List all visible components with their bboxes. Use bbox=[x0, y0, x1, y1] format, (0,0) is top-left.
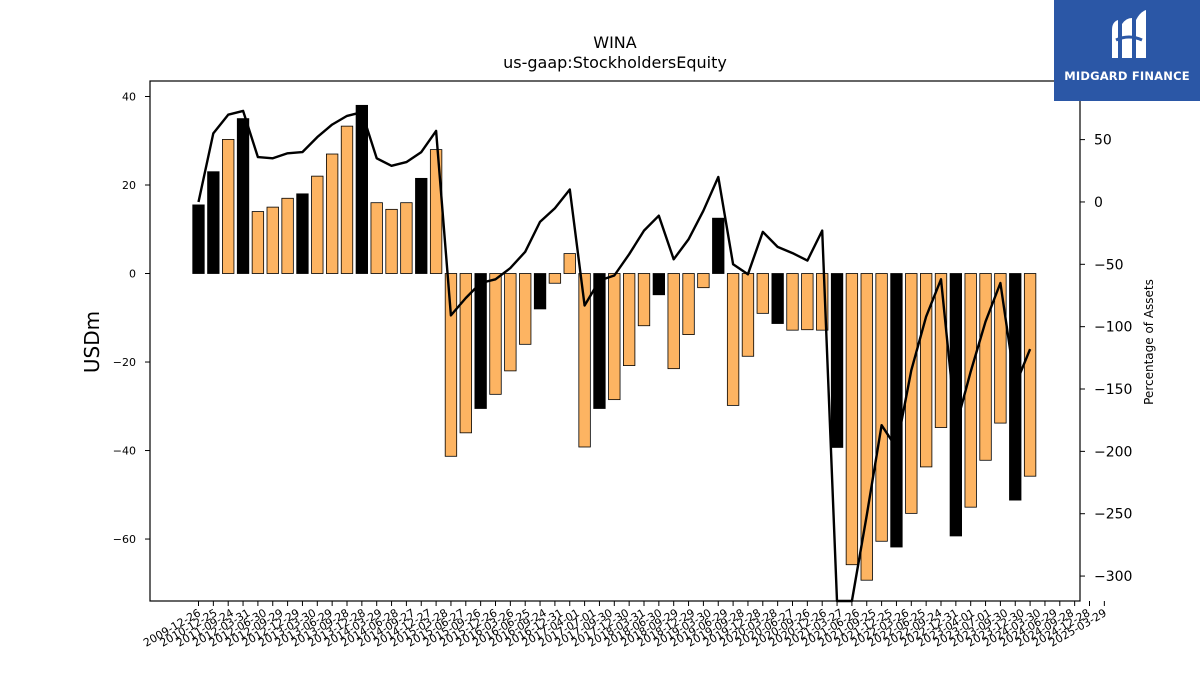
y-tick-label: 40 bbox=[122, 90, 136, 103]
bar bbox=[207, 171, 220, 274]
bar bbox=[682, 273, 695, 335]
bar bbox=[667, 273, 680, 370]
y-tick-label: −40 bbox=[113, 445, 136, 458]
bar bbox=[623, 273, 636, 366]
bar bbox=[355, 104, 369, 274]
bar bbox=[400, 202, 413, 274]
line-group bbox=[197, 109, 1032, 603]
bar bbox=[890, 273, 903, 548]
y-tick-label: 20 bbox=[122, 179, 136, 192]
bar bbox=[1023, 273, 1037, 477]
right-axis: −300 −250 −200 −150 −100 −50 0 50 bbox=[1080, 133, 1132, 585]
bar bbox=[756, 273, 769, 314]
bar bbox=[533, 273, 547, 310]
plot-frame bbox=[149, 80, 1081, 602]
line-series bbox=[197, 109, 1032, 603]
bar bbox=[459, 273, 472, 434]
y2-tick-label: −250 bbox=[1094, 507, 1132, 523]
x-axis: 2009-12-262010-12-252011-09-242012-03-31… bbox=[141, 601, 1109, 650]
bar bbox=[563, 253, 576, 274]
bar bbox=[994, 273, 1007, 424]
bar bbox=[741, 273, 755, 357]
bar bbox=[637, 273, 651, 327]
bar bbox=[236, 118, 250, 274]
bar bbox=[949, 273, 962, 537]
bar bbox=[415, 177, 428, 274]
bar bbox=[845, 273, 859, 566]
chart-subtitle: us-gaap:StockholdersEquity bbox=[503, 53, 727, 72]
bar bbox=[370, 202, 383, 274]
logo-mark-icon bbox=[1112, 10, 1146, 58]
y-axis-label: USDm bbox=[80, 311, 104, 373]
brand-logo: MIDGARD FINANCE bbox=[1054, 0, 1200, 101]
bar bbox=[489, 273, 502, 395]
bar bbox=[905, 273, 918, 514]
left-axis: −60 −40 −20 0 20 40 bbox=[113, 90, 150, 546]
bar bbox=[875, 273, 888, 542]
bar bbox=[548, 273, 562, 284]
bar bbox=[296, 193, 309, 274]
y2-tick-label: −100 bbox=[1094, 320, 1132, 336]
bar bbox=[816, 273, 829, 331]
bar bbox=[311, 175, 324, 274]
y2-tick-label: −150 bbox=[1094, 382, 1132, 398]
y-tick-label: 0 bbox=[129, 268, 136, 281]
bar bbox=[519, 273, 532, 345]
y2-axis-label: Percentage of Assets bbox=[1142, 279, 1156, 405]
bar bbox=[771, 273, 784, 324]
bar bbox=[801, 273, 814, 331]
bar bbox=[1009, 273, 1022, 501]
bars-group bbox=[192, 104, 1037, 581]
bar bbox=[281, 197, 294, 274]
bar bbox=[578, 273, 591, 448]
bar bbox=[830, 273, 844, 448]
y2-tick-label: −300 bbox=[1094, 569, 1132, 585]
bar bbox=[444, 273, 458, 457]
y2-tick-label: 50 bbox=[1094, 133, 1112, 149]
bar bbox=[920, 273, 933, 468]
y2-tick-label: 0 bbox=[1094, 195, 1103, 211]
bar bbox=[652, 273, 665, 296]
bar bbox=[385, 208, 398, 274]
y2-tick-label: −200 bbox=[1094, 444, 1132, 460]
bar bbox=[474, 273, 487, 409]
bar bbox=[325, 153, 339, 274]
bar bbox=[697, 273, 710, 289]
bar bbox=[222, 139, 235, 274]
bar bbox=[266, 206, 279, 274]
bar bbox=[860, 273, 873, 581]
bar bbox=[192, 204, 205, 274]
bar bbox=[786, 273, 799, 331]
bar bbox=[251, 211, 265, 274]
bar bbox=[934, 273, 948, 428]
bar bbox=[712, 217, 725, 274]
y2-tick-label: −50 bbox=[1094, 257, 1124, 273]
y-tick-label: −20 bbox=[113, 356, 136, 369]
bar bbox=[726, 273, 740, 406]
bar bbox=[608, 273, 621, 401]
y-tick-label: −60 bbox=[113, 533, 136, 546]
chart-title: WINA bbox=[593, 33, 637, 52]
bar bbox=[340, 125, 354, 274]
brand-name: MIDGARD FINANCE bbox=[1064, 69, 1190, 83]
bar bbox=[504, 273, 517, 372]
bar bbox=[593, 273, 606, 409]
bar bbox=[979, 273, 992, 461]
